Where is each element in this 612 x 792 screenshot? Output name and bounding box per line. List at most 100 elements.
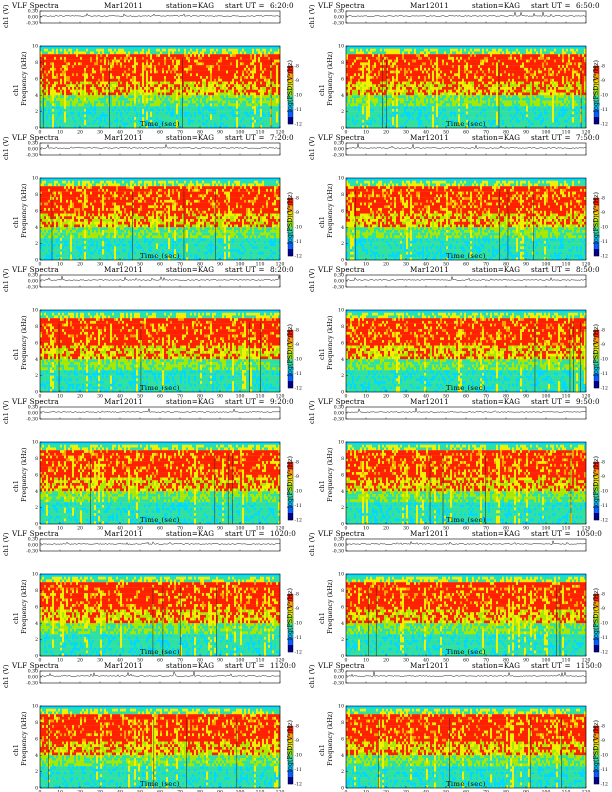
spectrogram-cell <box>120 106 123 110</box>
spectrogram-cell <box>162 108 165 112</box>
spectrogram-cell <box>106 65 109 69</box>
spectrogram-cell <box>186 62 189 66</box>
spectrogram-cell <box>218 89 221 93</box>
spectrogram-cell <box>262 67 265 71</box>
spectrogram-cell <box>348 62 351 66</box>
spectrogram-cell <box>60 54 63 58</box>
spectrogram-cell <box>366 56 369 60</box>
spectrogram-cell <box>160 122 163 126</box>
spectrogram-cell <box>156 84 159 88</box>
spectrogram-cell <box>388 59 391 63</box>
spectrogram-cell <box>110 76 113 79</box>
spectrogram-cell <box>276 106 279 110</box>
spectrogram-cell <box>350 78 353 82</box>
spectrogram-cell <box>220 95 223 99</box>
spectrogram-cell <box>416 95 419 99</box>
spectrogram-cell <box>72 70 75 74</box>
spectrogram-cell <box>264 87 267 90</box>
spectrogram-cell <box>128 95 131 99</box>
spectrogram-cell <box>366 84 369 88</box>
spectrogram-cell <box>424 65 427 69</box>
spectrogram-cell <box>56 103 59 107</box>
spectrogram-cell <box>136 114 139 118</box>
spectrogram-cell <box>202 48 205 52</box>
spectrogram-cell <box>388 78 391 82</box>
spectrogram-cell <box>190 122 193 126</box>
spectrogram-cell <box>44 78 47 82</box>
spectrogram-cell <box>136 122 139 126</box>
spectrogram-cell <box>90 100 93 104</box>
spectrogram-cell <box>48 48 51 52</box>
spectrogram-cell <box>246 76 249 79</box>
spectrogram-cell <box>120 56 123 60</box>
spectrogram-cell <box>54 87 57 90</box>
spectrogram-cell <box>120 100 123 104</box>
spectrogram-cell <box>114 46 117 49</box>
spectrogram-cell <box>116 65 119 69</box>
spectrogram-cell <box>142 54 145 58</box>
spectrogram-cell <box>166 73 169 77</box>
spectrogram-cell <box>180 95 183 99</box>
spectrogram-cell <box>348 67 351 71</box>
spectrogram-cell <box>406 62 409 66</box>
spectrogram-cell <box>50 111 53 115</box>
spectrogram-cell <box>186 95 189 99</box>
spectrogram-cell <box>130 46 133 49</box>
spectrogram-cell <box>128 54 131 58</box>
spectrogram-cell <box>162 78 165 82</box>
spectrogram-cell <box>108 65 111 69</box>
spectrogram-cell <box>122 67 125 71</box>
spectrogram-cell <box>84 119 87 123</box>
spectrogram-cell <box>210 81 213 85</box>
spectrogram-cell <box>222 108 225 112</box>
spectrogram-cell <box>56 125 59 129</box>
spectrogram-cell <box>390 73 393 77</box>
spectrogram-cell <box>88 56 91 60</box>
spectrogram-cell <box>164 119 167 123</box>
spectrogram-cell <box>116 73 119 77</box>
spectrogram-cell <box>220 84 223 88</box>
spectrogram-cell <box>432 62 435 66</box>
spectrogram-cell <box>166 70 169 74</box>
spectrogram-cell <box>424 48 427 52</box>
spectrogram-cell <box>230 54 233 58</box>
spectrogram-cell <box>276 76 279 79</box>
spectrogram-cell <box>116 106 119 110</box>
spectrogram-cell <box>172 70 175 74</box>
spectrogram-cell <box>364 125 367 129</box>
time-tick-label: 0 <box>39 130 42 136</box>
waveform-tick-label: 0.00 <box>28 15 38 21</box>
spectrogram-cell <box>274 46 277 49</box>
spectrogram-cell <box>382 70 385 74</box>
spectrogram-cell <box>62 65 65 69</box>
spectrogram-cell <box>166 67 169 71</box>
spectrogram-cell <box>200 48 203 52</box>
spectrogram-cell <box>126 78 129 82</box>
spectrogram-cell <box>248 78 251 82</box>
spectrogram-cell <box>104 56 107 60</box>
spectrogram-cell <box>184 125 187 129</box>
spectrogram-cell <box>136 117 139 120</box>
spectrogram-cell <box>388 67 391 71</box>
spectrogram-cell <box>352 67 355 71</box>
spectrogram-cell <box>352 119 355 123</box>
spectrogram-cell <box>66 106 69 110</box>
spectrogram-cell <box>274 70 277 74</box>
spectrogram-cell <box>134 70 137 74</box>
spectrogram-cell <box>64 100 67 104</box>
spectrogram-cell <box>228 59 231 63</box>
spectrogram-cell <box>72 56 75 60</box>
spectrogram-cell <box>102 103 105 107</box>
spectrogram-cell <box>352 106 355 110</box>
spectrogram-cell <box>102 89 105 93</box>
spectrogram-cell <box>402 65 405 69</box>
spectrogram-cell <box>146 78 149 82</box>
spectrogram-cell <box>70 73 73 77</box>
spectrogram-cell <box>428 119 431 123</box>
spectrogram-cell <box>396 125 399 129</box>
spectrogram-cell <box>230 84 233 88</box>
spectrogram-cell <box>50 97 53 101</box>
spectrogram-cell <box>80 84 83 88</box>
spectrogram-cell <box>158 108 161 112</box>
spectrogram-cell <box>172 84 175 88</box>
